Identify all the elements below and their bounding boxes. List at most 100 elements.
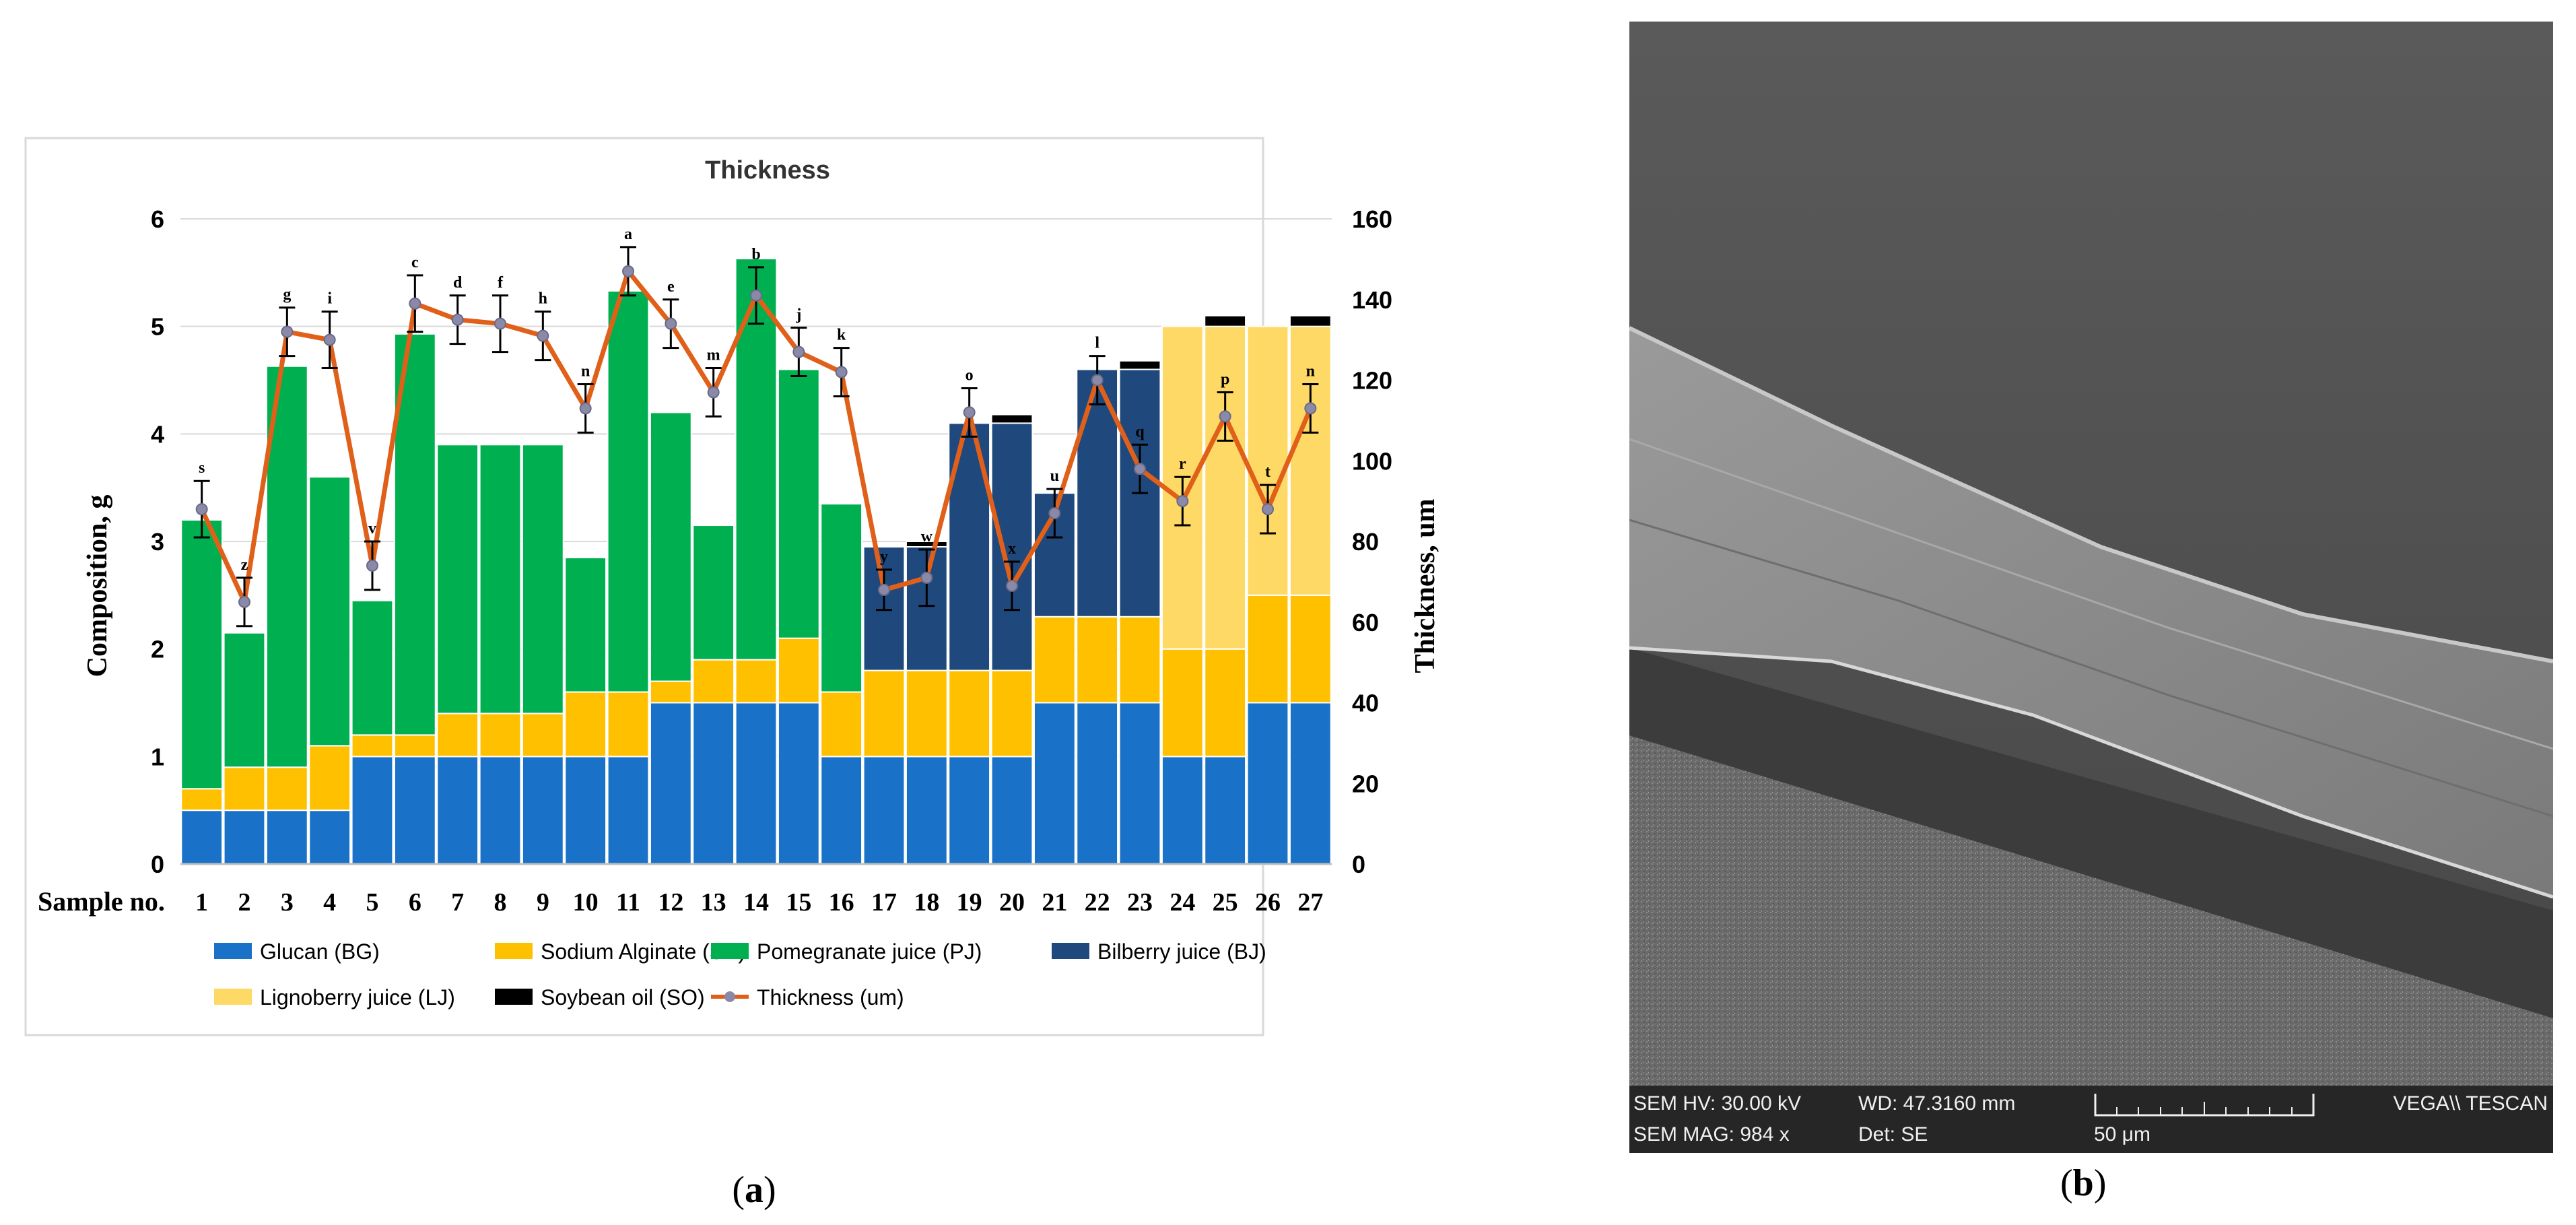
thickness-point [920,571,933,584]
bar-segment [607,290,650,693]
x-tick-label: 19 [957,888,982,917]
bar-segment [692,525,735,661]
significance-label: r [1179,455,1186,473]
thickness-point [537,329,549,342]
bar-segment [1118,360,1161,370]
significance-label: u [1050,467,1059,485]
bar-segment [649,680,692,704]
sem-brand: VEGA\\ TESCAN [2393,1092,2548,1115]
bar-segment [180,809,224,865]
bar-segment [351,734,394,758]
bar-segment [1118,368,1161,618]
bar-segment [308,745,351,812]
x-tick-label: 21 [1042,888,1067,917]
bar-segment [1204,314,1247,327]
legend-label: Soybean oil (SO) [541,985,705,1009]
x-tick-label: 22 [1085,888,1110,917]
bar-segment [1033,616,1076,704]
thickness-point [1091,374,1104,387]
x-tick-label: 12 [658,888,683,917]
y-axis-label: Composition, g [82,495,113,677]
bar-segment [223,809,266,865]
sem-panel: SEM HV: 30.00 kV SEM MAG: 984 x WD: 47.3… [1629,22,2553,1153]
significance-label: w [921,528,933,545]
significance-label: n [1306,362,1315,380]
bar-segment [180,788,224,812]
significance-label: v [368,520,376,537]
x-tick-label: 27 [1297,888,1323,917]
sem-det: Det: SE [1858,1123,1928,1146]
x-tick-label: 11 [616,888,640,917]
thickness-point [1176,495,1189,508]
legend-label: Bilberry juice (BJ) [1097,939,1266,964]
legend-line-marker [724,991,735,1002]
significance-label: c [411,254,419,271]
sem-mag: SEM MAG: 984 x [1633,1123,1790,1146]
significance-label: d [453,274,463,292]
significance-label: k [837,327,846,344]
y-tick-label: 5 [151,313,164,341]
significance-label: m [707,347,720,364]
y2-tick-label: 160 [1352,205,1392,233]
bar-segment [862,756,906,865]
thickness-point [1262,503,1274,516]
x-tick-label: 15 [786,888,811,917]
thickness-point [963,406,976,419]
x-tick-label: 2 [238,888,251,917]
bar-segment [948,756,991,865]
bar-segment [265,766,308,812]
y2-tick-label: 120 [1352,367,1392,395]
significance-label: a [624,226,632,243]
significance-label: h [539,290,547,308]
thickness-point [792,345,805,358]
bar-segment [735,702,778,865]
significance-label: z [241,556,248,574]
x-tick-label: 4 [323,888,336,917]
y2-tick-label: 60 [1352,609,1379,636]
bar-segment [777,368,820,639]
x-tick-label: 16 [829,888,854,917]
thickness-point [622,265,634,277]
significance-label: n [581,362,590,380]
significance-label: i [327,290,332,308]
bar-segment [948,669,991,758]
x-tick-label: 24 [1170,888,1195,917]
x-tick-label: 26 [1255,888,1281,917]
legend-label: Thickness (um) [757,985,904,1009]
thickness-point [1304,402,1317,415]
bar-segment [1289,325,1332,596]
bar-segment [1118,616,1161,704]
chart-title: Thickness [705,156,830,185]
thickness-point [665,317,677,330]
bar-segment [1204,648,1247,758]
y-tick-label: 3 [151,528,164,556]
bar-segment [393,734,436,758]
thickness-point [281,325,294,338]
x-tick-label: 25 [1213,888,1238,917]
y-tick-label: 2 [151,636,164,663]
bar-segment [777,702,820,865]
bar-segment [905,541,948,548]
thickness-point [707,386,720,399]
bar-segment [1033,702,1076,865]
bar-segment [1246,594,1289,704]
bar-segment [521,713,564,758]
significance-label: p [1221,370,1229,388]
bar-segment [521,444,564,715]
x-tick-label: 7 [451,888,464,917]
significance-label: x [1008,540,1016,558]
x-tick-label: 3 [281,888,294,917]
legend-label: Glucan (BG) [260,939,380,964]
x-tick-label: 10 [573,888,599,917]
x-axis-label: Sample no. [38,886,165,917]
y2-tick-label: 140 [1352,286,1392,314]
significance-label: q [1135,423,1145,440]
legend-swatch [495,989,533,1005]
bar-segment [990,756,1033,865]
x-tick-label: 14 [743,888,769,917]
y2-tick-label: 0 [1352,851,1365,878]
x-tick-label: 1 [195,888,208,917]
significance-label: e [667,278,675,296]
significance-label: l [1095,335,1099,352]
